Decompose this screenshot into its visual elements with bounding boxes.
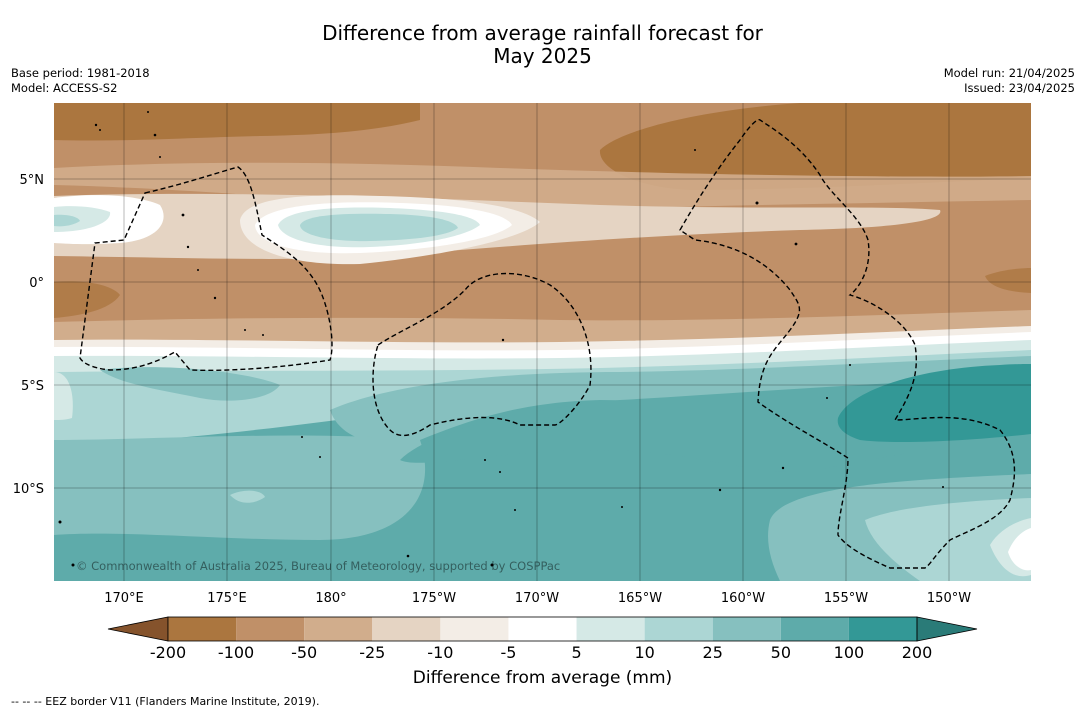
colorbar-segment: [780, 617, 849, 641]
colorbar-segment: [644, 617, 713, 641]
lon-labels: 170°E 175°E 180° 175°W 170°W 165°W 160°W…: [104, 591, 971, 606]
contour-northeast-dry: [599, 103, 1031, 190]
contour-25-50-southwest: [54, 435, 426, 540]
contour-equator-dry-west: [54, 281, 120, 318]
eez-borders: [79, 119, 1016, 569]
colorbar-tick-label: -10: [427, 643, 454, 662]
colorbar-tick-label: 100: [833, 643, 865, 662]
colorbar-segment: [236, 617, 305, 641]
colorbar-segment: [712, 617, 781, 641]
contour-minus25-band: [54, 162, 1031, 211]
lon-label: 155°W: [824, 591, 868, 606]
colorbar-tick-label: -50: [291, 643, 318, 662]
lat-labels: 5°N 0° 5°S 10°S: [13, 173, 44, 497]
colorbar-label: Difference from average (mm): [412, 668, 673, 688]
colorbar-extend-high: [916, 616, 978, 642]
colorbar-tick-label: -25: [359, 643, 386, 662]
islands: [58, 111, 944, 567]
colorbar-segment: [508, 617, 577, 641]
contour-10-25-centre: [300, 213, 458, 242]
lat-label: 5°N: [20, 173, 45, 188]
contour-25-50-west: [100, 367, 280, 401]
meta-right: Model run: 21/04/2025 Issued: 23/04/2025: [944, 66, 1075, 95]
lat-label: 0°: [29, 276, 44, 291]
colorbar-segment: [304, 617, 373, 641]
contour-west-edge-light: [54, 372, 73, 420]
map-contours: [54, 103, 1031, 581]
colorbar-extend-low: [107, 616, 169, 642]
lon-label: 160°W: [721, 591, 765, 606]
colorbar-tick-label: 5: [571, 643, 582, 662]
contour-equator-dry-east: [985, 268, 1031, 293]
colorbar-tick-label: 50: [770, 643, 791, 662]
lon-label: 175°W: [412, 591, 456, 606]
contour-west-wet-inner: [54, 214, 80, 227]
colorbar-segment: [372, 617, 441, 641]
lon-label: 170°E: [104, 591, 144, 606]
lon-label: 180°: [315, 591, 346, 606]
chart-title: Difference from average rainfall forecas…: [0, 22, 1085, 68]
title-line-2: May 2025: [493, 44, 592, 68]
lon-label: 170°W: [515, 591, 559, 606]
contour-100-200: [837, 364, 1031, 443]
lat-label: 10°S: [13, 482, 44, 497]
meta-left: Base period: 1981-2018 Model: ACCESS-S2: [11, 66, 150, 95]
eez-central: [372, 272, 592, 437]
lon-label: 165°W: [618, 591, 662, 606]
colorbar-segment: [848, 617, 917, 641]
eez-legend-footnote: -- -- -- EEZ border V11 (Flanders Marine…: [11, 695, 320, 708]
colorbar-tick-label: -200: [149, 643, 187, 662]
lon-label: 150°W: [927, 591, 971, 606]
contour-neutral-southeast: [1008, 528, 1031, 571]
graticule: [54, 103, 1031, 581]
colorbar-tick-label: 10: [634, 643, 655, 662]
colorbar-segment: [576, 617, 645, 641]
colorbar-tick-label: -100: [217, 643, 255, 662]
issued-date: Issued: 23/04/2025: [964, 80, 1075, 95]
model-run: Model run: 21/04/2025: [943, 66, 1075, 80]
eez-east: [679, 119, 1016, 569]
colorbar-frame: [167, 616, 918, 642]
colorbar-tick-label: -5: [500, 643, 517, 662]
colorbar-segment: [440, 617, 509, 641]
model-name: Model: ACCESS-S2: [11, 80, 118, 95]
lat-label: 5°S: [21, 379, 44, 394]
title-line-1: Difference from average rainfall forecas…: [322, 21, 763, 45]
contour-10-25-island: [230, 490, 265, 503]
colorbar: [107, 616, 978, 642]
colorbar-segment: [168, 617, 237, 641]
base-period: Base period: 1981-2018: [11, 66, 150, 80]
contour-10-25-southeast: [865, 498, 1031, 581]
colorbar-tick-label: 25: [702, 643, 723, 662]
colorbar-tick-label: 200: [901, 643, 933, 662]
copyright-text: © Commonwealth of Australia 2025, Bureau…: [76, 559, 560, 573]
lon-label: 175°E: [207, 591, 247, 606]
contour-northwest-dry: [54, 103, 420, 141]
eez-west: [79, 166, 333, 372]
